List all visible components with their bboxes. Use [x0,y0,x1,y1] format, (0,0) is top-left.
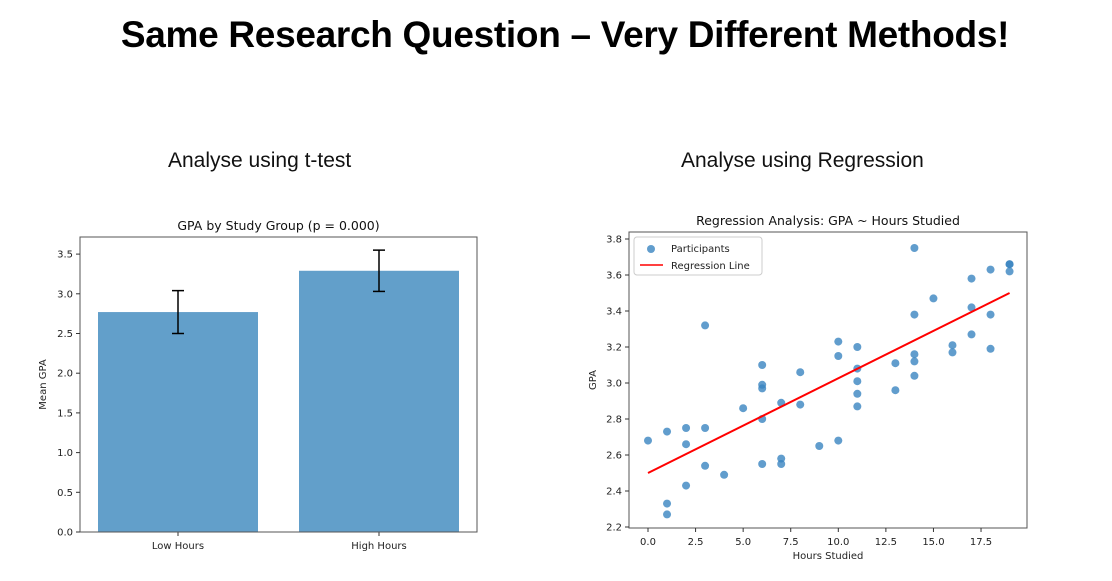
plot-frame [79,236,478,533]
y-tick-label: 3.0 [606,379,622,390]
data-point [853,402,862,411]
x-tick-label: 7.5 [783,537,799,548]
data-point [891,386,900,395]
data-point [910,310,919,319]
data-point [682,424,691,432]
bar-1 [299,270,459,532]
data-point [910,350,919,359]
x-axis-label: Hours Studied [793,551,864,562]
data-point [796,400,805,409]
data-point [967,303,976,312]
y-tick-label: 0.0 [57,528,73,539]
data-point [1005,267,1014,276]
data-point [986,265,995,274]
y-tick-label: 3.5 [57,250,73,261]
data-point [644,436,652,445]
y-axis-label: Mean GPA [38,359,49,410]
x-tick-label: High Hours [351,541,406,552]
bar-0 [98,312,258,532]
data-point [1005,260,1014,269]
x-tick-label: 5.0 [735,537,751,548]
data-point [663,427,672,436]
data-point [891,359,900,368]
y-tick-label: 3.0 [57,289,73,300]
data-point [834,436,843,445]
y-tick-label: 2.4 [606,487,622,498]
x-tick-label: 10.0 [827,537,849,548]
x-tick-label: 15.0 [922,537,944,548]
data-point [986,344,995,353]
data-point [948,348,957,357]
y-tick-label: 1.0 [57,448,73,459]
data-point [910,371,919,380]
legend-marker-icon [647,245,655,253]
data-point [948,341,957,350]
y-tick-label: 2.2 [606,523,622,534]
y-tick-label: 1.5 [57,408,73,419]
data-point [682,440,691,449]
data-point [910,244,919,252]
data-point [758,361,767,369]
data-point [720,470,729,479]
data-point [834,352,843,360]
legend-label: Regression Line [671,261,750,272]
legend: Participants Regression Line [633,236,763,276]
data-point [758,460,767,468]
data-point [910,357,919,366]
data-point [929,294,938,303]
x-tick-label: 17.5 [970,537,992,548]
data-point [701,424,710,432]
data-point [834,337,843,346]
data-point [967,274,976,283]
data-point [701,461,710,470]
data-point [967,330,976,339]
y-tick-label: 3.8 [606,235,622,246]
data-point [815,442,824,450]
plot-frame [628,231,1028,529]
regression-line [647,292,1011,474]
data-point [853,389,862,398]
slide-title: Same Research Question – Very Different … [120,14,1010,55]
data-point [986,310,995,319]
data-point [853,343,862,351]
x-tick-label: Low Hours [152,541,204,552]
data-point [777,460,786,468]
data-point [701,321,710,330]
y-tick-label: 3.6 [606,271,622,282]
x-tick-label: 2.5 [688,537,704,548]
y-tick-label: 2.6 [606,451,622,462]
y-tick-label: 0.5 [57,488,73,499]
x-tick-label: 0.0 [640,537,656,548]
legend-label: Participants [671,244,730,255]
y-tick-label: 3.2 [606,343,622,354]
scatter-chart-title: Regression Analysis: GPA ~ Hours Studied [696,213,960,228]
data-point [682,481,691,490]
data-point [853,377,862,386]
data-point [663,499,672,508]
data-point [739,404,748,413]
y-tick-label: 3.4 [606,307,622,318]
regression-subtitle: Analyse using Regression [681,149,924,172]
ttest-subtitle: Analyse using t-test [168,149,352,172]
y-tick-label: 2.0 [57,369,73,380]
data-point [758,384,767,393]
y-tick-label: 2.5 [57,329,73,340]
y-axis-label: GPA [588,370,599,390]
y-tick-label: 2.8 [606,415,622,426]
data-point [663,510,672,519]
x-tick-label: 12.5 [875,537,897,548]
bar-chart-title: GPA by Study Group (p = 0.000) [177,218,379,233]
data-point [796,368,805,377]
